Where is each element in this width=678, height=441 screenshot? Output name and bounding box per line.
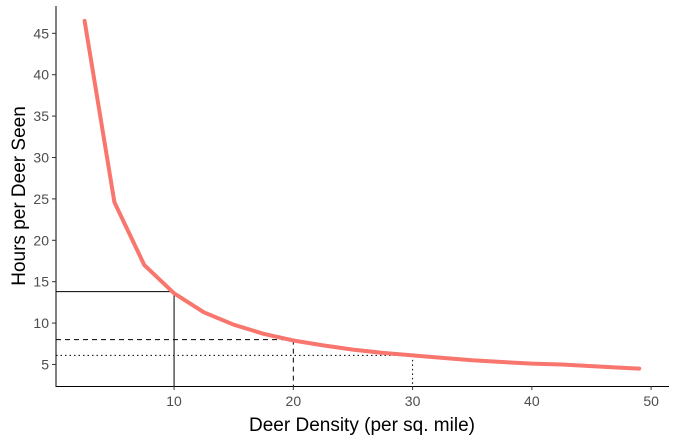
y-tick-label: 35 (33, 108, 49, 124)
x-tick-label: 40 (524, 393, 540, 409)
y-tick-label: 20 (33, 232, 49, 248)
x-axis-title: Deer Density (per sq. mile) (249, 415, 475, 436)
x-axis-ticks: 10 20 30 40 50 (166, 386, 659, 409)
x-tick-label: 50 (643, 393, 659, 409)
y-tick-label: 15 (33, 274, 49, 290)
series-line (82, 18, 642, 371)
y-tick-label: 25 (33, 191, 49, 207)
data-series (82, 18, 642, 371)
y-tick-label: 45 (33, 25, 49, 41)
y-tick-label: 10 (33, 315, 49, 331)
y-axis-title: Hours per Deer Seen (9, 106, 30, 286)
reference-line-dotted (56, 354, 414, 386)
y-tick-label: 40 (33, 67, 49, 83)
x-tick-label: 30 (405, 393, 421, 409)
y-axis-ticks: 5 10 15 20 25 30 35 40 45 (33, 25, 56, 372)
reference-lines (56, 291, 414, 386)
y-tick-label: 5 (41, 356, 49, 372)
x-tick-label: 20 (286, 393, 302, 409)
reference-line-dashed (56, 339, 294, 386)
x-tick-label: 10 (166, 393, 182, 409)
y-tick-label: 30 (33, 150, 49, 166)
reference-line-solid (56, 291, 175, 386)
